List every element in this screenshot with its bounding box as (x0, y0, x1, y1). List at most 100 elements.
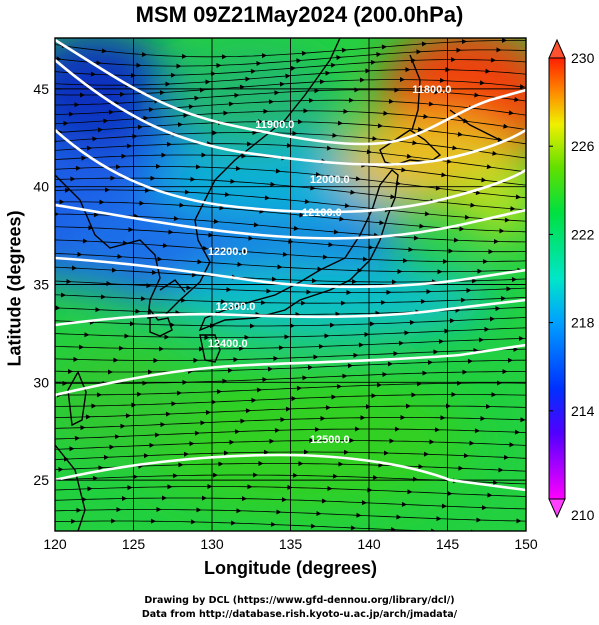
streamline-arrow (165, 81, 171, 87)
streamline-arrow (177, 122, 183, 128)
contour-label: 12300.0 (216, 301, 256, 313)
streamline-arrow (342, 373, 348, 379)
streamline-arrow (412, 140, 418, 146)
streamline-arrow (303, 449, 309, 455)
streamline (55, 49, 526, 67)
streamline-arrow (279, 81, 285, 87)
streamline-arrow (88, 225, 94, 231)
streamline-arrow (364, 332, 370, 338)
streamline (55, 132, 526, 159)
streamline-arrow (492, 480, 498, 486)
streamline-arrow (292, 472, 298, 478)
streamline-arrow (299, 212, 305, 218)
contour-label: 11800.0 (412, 84, 451, 96)
y-tick-label: 45 (33, 81, 49, 97)
streamline-arrow (264, 195, 270, 201)
streamline-arrow (332, 132, 338, 138)
streamline-arrow (328, 242, 334, 248)
streamline-arrow (280, 417, 286, 423)
streamline-arrow (93, 212, 99, 218)
streamline-arrow (85, 414, 91, 420)
streamline-arrow (226, 287, 232, 293)
streamline-arrow (510, 206, 516, 212)
colorbar-tick-label: 218 (571, 315, 595, 331)
streamline-arrow (344, 203, 350, 209)
streamline-arrow (382, 371, 388, 377)
streamline-arrow (296, 58, 302, 64)
streamline-arrow (307, 364, 313, 370)
streamline-arrow (274, 90, 280, 96)
streamline-arrow (441, 172, 447, 178)
streamline-arrow (298, 461, 304, 467)
streamline-arrow (74, 435, 80, 441)
streamline-arrow (418, 464, 424, 470)
streamline-arrow (168, 229, 174, 235)
streamline-arrow (234, 429, 240, 435)
streamline-arrow (504, 217, 510, 223)
streamline-arrow (519, 84, 525, 90)
streamline-arrow (159, 90, 165, 96)
streamline-arrow (198, 346, 204, 352)
streamline-arrow (462, 369, 468, 375)
streamline-arrow (458, 465, 464, 471)
streamline-arrow (63, 120, 69, 126)
streamline-arrow (136, 391, 142, 397)
streamline-arrow (478, 337, 484, 343)
streamline-arrow (405, 403, 411, 409)
streamline-arrow (516, 518, 522, 524)
contour-labels: 11800.0 11900.0 12000.0 12100.0 12200.0 12300… (208, 84, 452, 446)
y-tick-label: 30 (33, 374, 49, 390)
streamline-arrow (402, 258, 408, 264)
streamline-arrow (428, 101, 434, 107)
streamline-arrow (81, 155, 87, 161)
streamline-arrow (354, 426, 360, 432)
streamline-arrow (424, 211, 430, 217)
streamline-arrow (387, 361, 393, 367)
colorbar-ticks: 230 226 222 218 214 210 (549, 50, 595, 523)
streamline-arrow (474, 428, 480, 434)
streamline (55, 428, 526, 440)
streamline-arrow (75, 165, 81, 171)
streamline-arrow (477, 268, 483, 274)
streamline-arrow (333, 229, 339, 235)
streamline-arrow (237, 261, 243, 267)
streamline-arrow (95, 307, 101, 313)
streamline-arrow (110, 175, 116, 181)
streamline-arrow (290, 65, 296, 71)
streamline (55, 79, 526, 96)
streamline-arrow (436, 516, 442, 522)
streamline-arrow (466, 287, 472, 293)
streamline-arrow (423, 114, 429, 119)
streamline-arrow (114, 434, 120, 440)
streamline-arrow (103, 454, 109, 460)
streamline-arrow (150, 175, 156, 181)
figure-title: MSM 09Z21May2024 (200.0hPa) (135, 2, 464, 27)
colorbar-body (548, 57, 566, 500)
streamline-arrow (337, 120, 343, 126)
streamline-arrow (200, 420, 206, 426)
streamline-arrow (276, 509, 282, 515)
streamline-arrow (440, 415, 446, 421)
streamline-arrow (194, 95, 200, 101)
streamline-arrow (135, 308, 141, 314)
streamline-arrow (183, 451, 189, 457)
streamline-arrow (433, 349, 439, 355)
streamline-arrow (291, 396, 297, 402)
streamline-arrow (507, 357, 513, 363)
x-tick-label: 150 (514, 536, 538, 552)
streamline-arrow (476, 517, 482, 523)
streamline-arrow (70, 518, 76, 524)
streamline-arrow (261, 53, 267, 59)
colorbar-tick-label: 214 (571, 403, 595, 419)
colorbar: 230 226 222 218 214 210 (548, 38, 595, 523)
streamline-arrow (448, 248, 454, 254)
streamline-arrow (103, 118, 109, 124)
y-tick-label: 35 (33, 277, 49, 293)
streamline-arrow (427, 359, 433, 365)
streamline-arrow (393, 351, 399, 357)
streamline-arrow (293, 225, 299, 231)
x-axis: 120 125 130 135 140 145 150 (43, 525, 538, 552)
streamline-arrow (331, 394, 337, 400)
streamline-arrow (274, 427, 280, 433)
streamline-arrow (413, 235, 419, 241)
